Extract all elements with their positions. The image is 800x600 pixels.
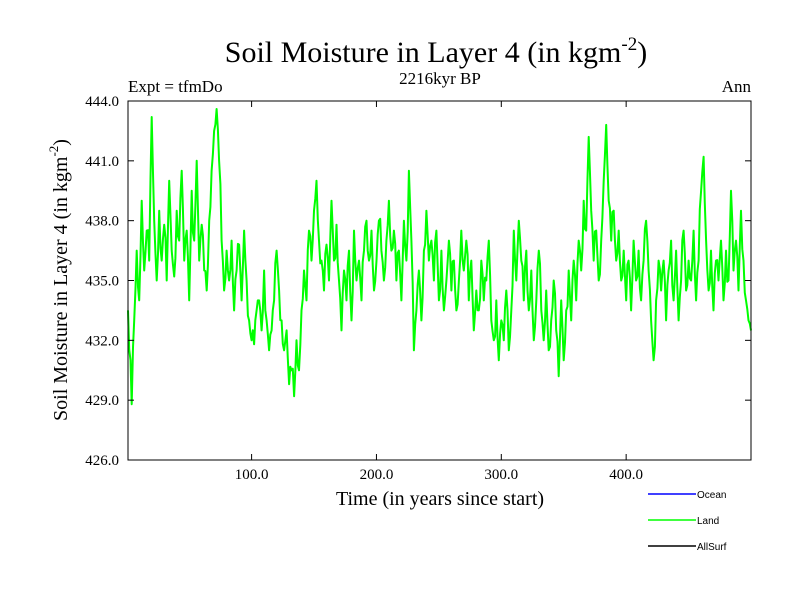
y-tick-label: 426.0 <box>85 453 119 469</box>
x-tick-label: 200.0 <box>360 467 394 483</box>
legend-label-ocean: Ocean <box>697 490 726 501</box>
chart-title: Soil Moisture in Layer 4 (in kgm-2) <box>225 34 647 69</box>
x-axis-label: Time (in years since start) <box>336 488 544 510</box>
y-tick-label: 438.0 <box>85 214 119 230</box>
y-tick-label: 435.0 <box>85 274 119 290</box>
x-tick-label: 300.0 <box>484 467 518 483</box>
season-label: Ann <box>722 77 752 96</box>
chart-subtitle: 2216kyr BP <box>399 69 481 88</box>
y-axis-label-superscript: -2 <box>46 146 61 157</box>
y-tick-label: 432.0 <box>85 333 119 349</box>
y-axis-label: Soil Moisture in Layer 4 (in kgm-2) <box>46 139 72 421</box>
legend-label-land: Land <box>697 516 719 527</box>
legend: Ocean Land AllSurf <box>648 490 727 553</box>
experiment-label: Expt = tfmDo <box>128 77 223 96</box>
y-tick-label: 429.0 <box>85 393 119 409</box>
series-land-line <box>127 108 752 406</box>
y-tick-label: 444.0 <box>85 94 119 110</box>
y-tick-label: 441.0 <box>85 154 119 170</box>
x-tick-label: 100.0 <box>235 467 269 483</box>
y-axis-ticks: 426.0 429.0 432.0 435.0 438.0 441.0 444.0 <box>85 94 751 469</box>
x-tick-label: 400.0 <box>609 467 643 483</box>
chart-title-superscript: -2 <box>621 34 637 55</box>
legend-label-allsurf: AllSurf <box>697 542 727 553</box>
x-axis-ticks: 100.0 200.0 300.0 400.0 <box>235 101 643 483</box>
